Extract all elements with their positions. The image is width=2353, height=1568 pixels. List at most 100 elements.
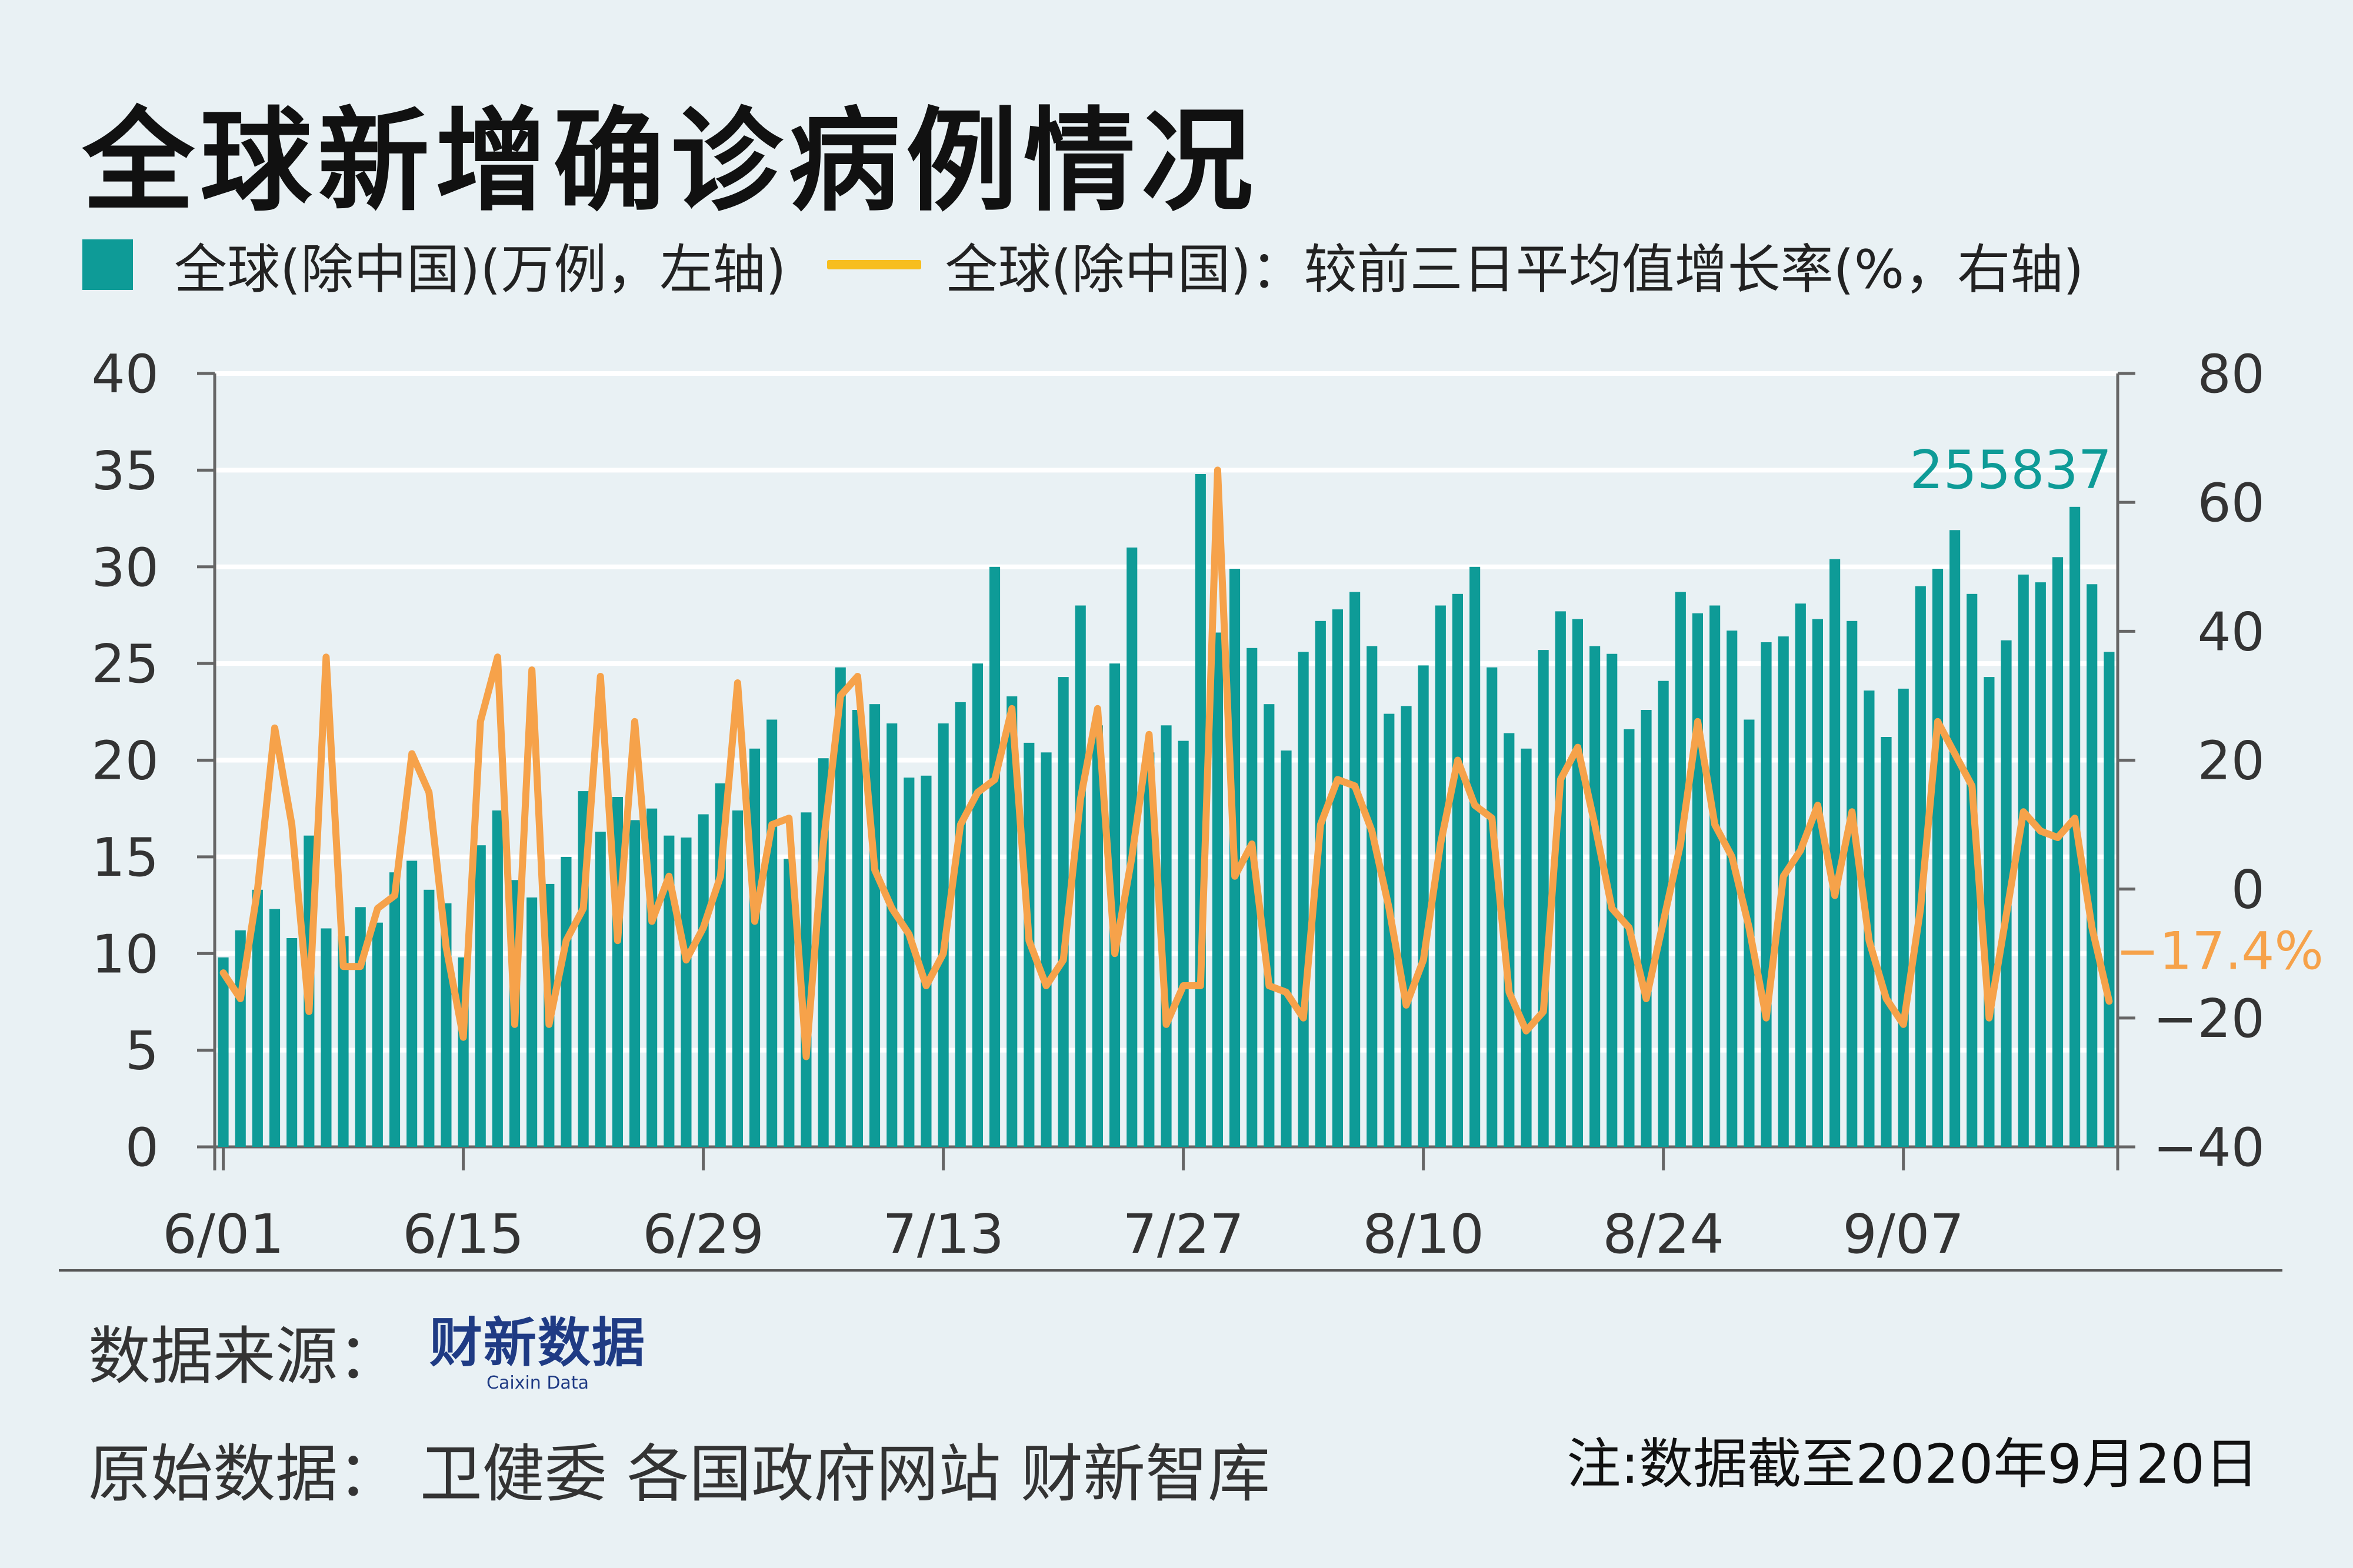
bar[interactable]	[1589, 646, 1601, 1147]
bar[interactable]	[1384, 713, 1395, 1147]
bar[interactable]	[698, 814, 709, 1147]
bar[interactable]	[492, 810, 503, 1147]
legend-line-label: 全球(除中国)：较前三日平均值增长率(%，右轴)	[945, 239, 2084, 301]
bar[interactable]	[406, 860, 418, 1147]
y-right-tick-label: 40	[2197, 601, 2265, 663]
bar[interactable]	[321, 928, 332, 1147]
bar[interactable]	[1538, 650, 1549, 1147]
bar[interactable]	[664, 835, 675, 1147]
bar[interactable]	[1932, 569, 1944, 1147]
last-bar-annotation: 255837	[1909, 439, 2112, 501]
bar[interactable]	[1144, 752, 1155, 1147]
bar[interactable]	[1521, 748, 1532, 1147]
bar[interactable]	[2035, 582, 2046, 1147]
bar[interactable]	[1006, 696, 1018, 1147]
bar[interactable]	[424, 889, 435, 1147]
bar[interactable]	[1692, 613, 1703, 1147]
bar[interactable]	[1984, 677, 1995, 1147]
bar[interactable]	[1727, 630, 1738, 1147]
bar[interactable]	[1058, 677, 1069, 1147]
bar[interactable]	[1675, 592, 1686, 1147]
bar[interactable]	[1469, 566, 1481, 1147]
bar[interactable]	[921, 775, 932, 1147]
bar[interactable]	[629, 820, 641, 1147]
bar[interactable]	[1247, 648, 1258, 1147]
bar[interactable]	[835, 667, 846, 1147]
bar[interactable]	[2104, 652, 2115, 1147]
bar[interactable]	[972, 663, 983, 1147]
bar[interactable]	[1332, 609, 1343, 1147]
bar[interactable]	[1092, 725, 1103, 1147]
bar[interactable]	[595, 832, 606, 1147]
bar[interactable]	[1487, 667, 1498, 1147]
bar[interactable]	[1641, 710, 1652, 1147]
bar[interactable]	[286, 938, 298, 1147]
bar[interactable]	[1847, 620, 1858, 1147]
bar[interactable]	[766, 719, 778, 1147]
bar[interactable]	[2018, 574, 2029, 1147]
bar[interactable]	[1967, 593, 1978, 1147]
bar[interactable]	[389, 872, 401, 1147]
bar[interactable]	[1829, 559, 1841, 1147]
y-right-tick-label: −20	[2153, 988, 2265, 1050]
bar[interactable]	[1898, 688, 1909, 1147]
bar[interactable]	[1161, 725, 1172, 1147]
bar[interactable]	[784, 859, 795, 1147]
bar[interactable]	[1572, 619, 1583, 1147]
bar[interactable]	[372, 922, 383, 1147]
bar[interactable]	[252, 889, 263, 1147]
bar[interactable]	[852, 710, 863, 1147]
bar[interactable]	[1418, 665, 1429, 1147]
bar[interactable]	[904, 778, 915, 1147]
bar[interactable]	[1349, 592, 1361, 1147]
bar[interactable]	[1881, 737, 1892, 1147]
bar[interactable]	[681, 838, 692, 1147]
bar[interactable]	[1761, 642, 1772, 1147]
legend-item-line[interactable]: 全球(除中国)：较前三日平均值增长率(%，右轴)	[827, 226, 2084, 303]
x-tick-label: 6/15	[402, 1203, 524, 1266]
logo-text: 财新数据	[429, 1312, 646, 1374]
growth-rate-line[interactable]	[219, 466, 2113, 1060]
bar[interactable]	[475, 845, 486, 1147]
bar[interactable]	[1795, 603, 1806, 1147]
bar[interactable]	[1298, 652, 1309, 1147]
bar[interactable]	[1264, 704, 1275, 1147]
y-right-tick-label: 20	[2197, 730, 2265, 792]
bar[interactable]	[1367, 646, 1378, 1147]
bar[interactable]	[1401, 706, 1412, 1147]
legend-bar-label: 全球(除中国)(万例，左轴)	[174, 239, 786, 301]
bar[interactable]	[886, 723, 898, 1147]
bar[interactable]	[1041, 752, 1052, 1147]
bar[interactable]	[526, 897, 538, 1147]
bar[interactable]	[269, 909, 281, 1147]
bar[interactable]	[801, 812, 812, 1147]
bar[interactable]	[1915, 586, 1926, 1147]
bar[interactable]	[2087, 584, 2098, 1147]
bar[interactable]	[1949, 530, 1961, 1147]
bar[interactable]	[1315, 620, 1326, 1147]
bar[interactable]	[1075, 605, 1086, 1147]
bar[interactable]	[338, 936, 349, 1147]
bar[interactable]	[1212, 632, 1223, 1147]
bar[interactable]	[732, 810, 743, 1147]
bar[interactable]	[1178, 740, 1189, 1147]
y-left-tick-label: 15	[91, 827, 159, 889]
legend-item-bar[interactable]: 全球(除中国)(万例，左轴)	[82, 226, 786, 303]
y-right-tick-label: 60	[2197, 472, 2265, 534]
bar[interactable]	[1452, 593, 1463, 1147]
x-tick-label: 8/24	[1602, 1203, 1724, 1266]
bar[interactable]	[2052, 557, 2064, 1147]
bar[interactable]	[869, 704, 881, 1147]
bar[interactable]	[1504, 733, 1515, 1147]
bar[interactable]	[955, 702, 966, 1147]
bar[interactable]	[1709, 605, 1721, 1147]
bar[interactable]	[218, 957, 229, 1147]
bar[interactable]	[1555, 611, 1566, 1147]
bar[interactable]	[749, 748, 761, 1147]
y-right-tick-label: −40	[2153, 1117, 2265, 1179]
bar[interactable]	[1435, 605, 1446, 1147]
bar[interactable]	[561, 856, 572, 1147]
bar[interactable]	[1812, 619, 1823, 1147]
bar[interactable]	[989, 566, 1001, 1147]
bar[interactable]	[1281, 750, 1292, 1147]
